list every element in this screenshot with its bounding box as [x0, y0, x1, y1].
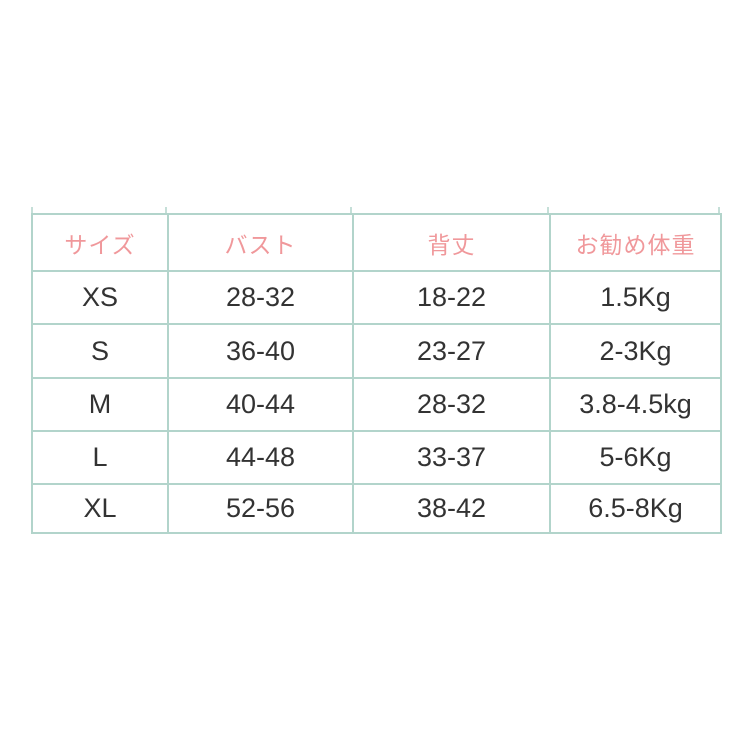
cell-weight: 2-3Kg [549, 323, 722, 379]
cell-back-length: 23-27 [352, 323, 551, 379]
cell-weight: 3.8-4.5kg [549, 377, 722, 432]
table-row-xl: XL 52-56 38-42 6.5-8Kg [31, 483, 722, 534]
cell-bust: 44-48 [167, 430, 354, 485]
header-row: サイズ バスト 背丈 お勧め体重 [31, 213, 722, 272]
size-chart-table: サイズ バスト 背丈 お勧め体重 XS 28-32 18-22 1.5Kg S … [31, 213, 722, 534]
cell-back-length: 18-22 [352, 270, 551, 325]
col-header-bust: バスト [167, 213, 354, 272]
table-row-l: L 44-48 33-37 5-6Kg [31, 430, 722, 485]
border-tick [165, 207, 167, 213]
table-row-s: S 36-40 23-27 2-3Kg [31, 323, 722, 379]
col-header-recommended-weight: お勧め体重 [549, 213, 722, 272]
table-row-xs: XS 28-32 18-22 1.5Kg [31, 270, 722, 325]
col-header-back-length: 背丈 [352, 213, 551, 272]
cell-weight: 1.5Kg [549, 270, 722, 325]
cell-size: XS [31, 270, 169, 325]
cell-back-length: 28-32 [352, 377, 551, 432]
cell-weight: 6.5-8Kg [549, 483, 722, 534]
col-header-size: サイズ [31, 213, 169, 272]
cell-back-length: 38-42 [352, 483, 551, 534]
cell-back-length: 33-37 [352, 430, 551, 485]
border-tick [350, 207, 352, 213]
border-tick [31, 207, 33, 213]
cell-bust: 36-40 [167, 323, 354, 379]
table-row-m: M 40-44 28-32 3.8-4.5kg [31, 377, 722, 432]
cell-size: L [31, 430, 169, 485]
cell-weight: 5-6Kg [549, 430, 722, 485]
cell-bust: 40-44 [167, 377, 354, 432]
cell-bust: 28-32 [167, 270, 354, 325]
border-tick [718, 207, 720, 213]
cell-size: XL [31, 483, 169, 534]
cell-size: S [31, 323, 169, 379]
border-tick [547, 207, 549, 213]
cell-size: M [31, 377, 169, 432]
cell-bust: 52-56 [167, 483, 354, 534]
